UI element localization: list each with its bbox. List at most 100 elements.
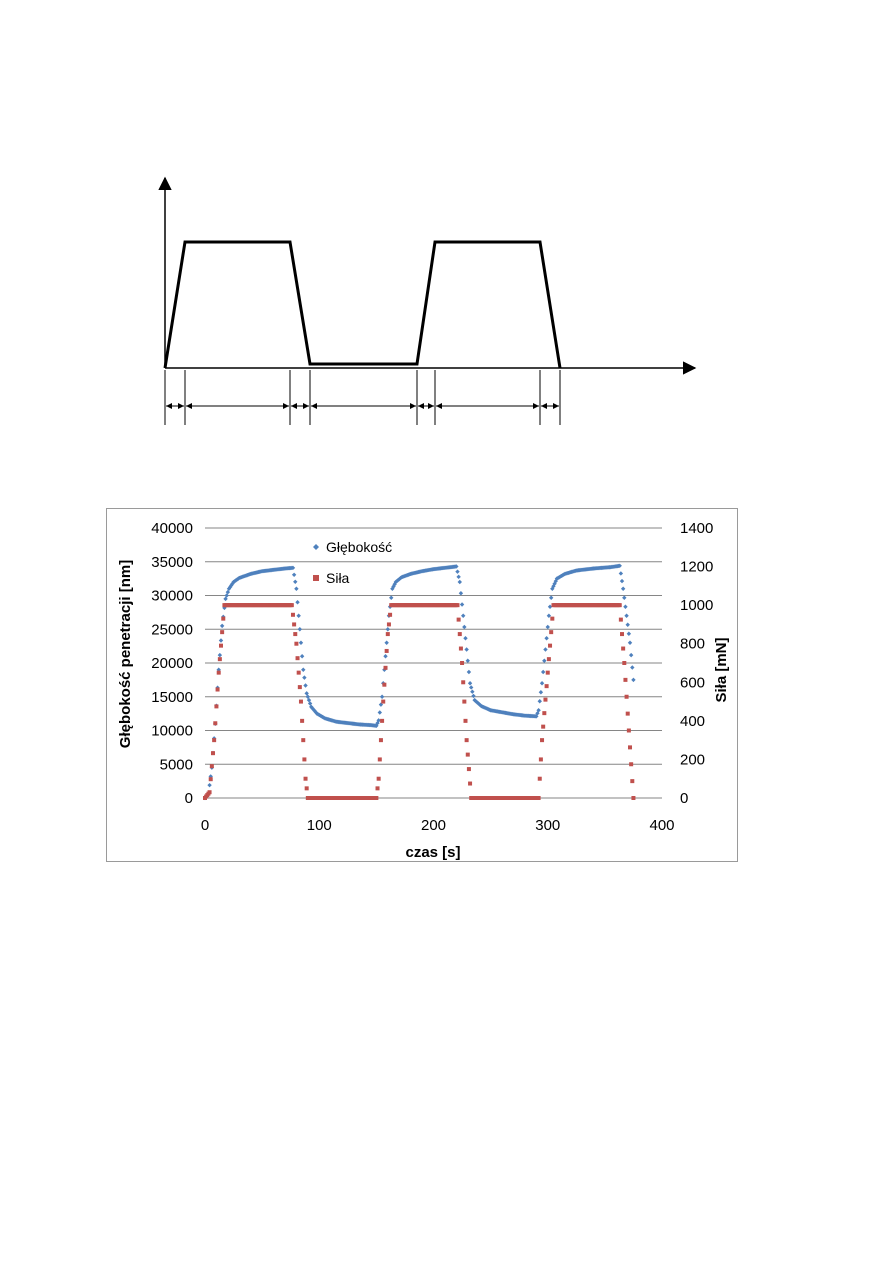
data-point [543, 697, 548, 702]
data-point [220, 630, 225, 635]
legend-entry-sila: Siła [313, 570, 350, 586]
data-point [298, 699, 303, 704]
data-point [309, 704, 314, 710]
data-point [624, 613, 629, 618]
data-point [460, 661, 465, 665]
data-point [302, 675, 307, 680]
data-point [376, 718, 381, 723]
data-point [224, 593, 229, 598]
data-point [618, 617, 623, 622]
data-point [623, 604, 628, 609]
data-point [298, 640, 304, 645]
data-point [549, 630, 554, 635]
data-point [296, 613, 301, 618]
data-point [461, 680, 466, 685]
data-point [464, 647, 469, 652]
data-point [466, 767, 471, 772]
data-point [305, 694, 311, 699]
data-point [297, 627, 303, 632]
x-tick-label: 300 [535, 817, 560, 834]
data-point [223, 596, 228, 602]
y-right-tick-label: 400 [680, 713, 705, 730]
data-point [468, 781, 473, 786]
x-tick-label: 100 [307, 817, 332, 834]
data-point [290, 612, 295, 617]
data-point [550, 616, 555, 621]
data-point [456, 574, 461, 580]
data-point [386, 622, 391, 627]
data-point [296, 670, 301, 675]
data-point [216, 670, 221, 675]
data-point [226, 586, 232, 591]
data-point [294, 641, 299, 646]
data-point [619, 578, 625, 584]
y-left-tick-label: 30000 [151, 588, 193, 605]
data-point [465, 752, 470, 757]
data-point [630, 665, 635, 670]
schematic-load-profile [163, 240, 562, 369]
data-point [376, 776, 381, 781]
y-right-axis-title: Siła [mN] [713, 637, 730, 702]
data-point [377, 710, 383, 715]
data-point [471, 693, 476, 699]
series-glebokosc [202, 563, 636, 801]
data-point [304, 691, 309, 696]
data-point [384, 640, 389, 645]
data-point [625, 622, 630, 627]
data-point [462, 624, 467, 630]
data-point [378, 738, 383, 743]
data-point [384, 648, 389, 653]
data-point [212, 738, 217, 743]
data-point [628, 652, 634, 658]
y-right-tick-label: 200 [680, 751, 705, 768]
data-point [303, 683, 308, 688]
data-point [294, 586, 299, 591]
data-point [466, 669, 472, 675]
data-point [464, 738, 469, 743]
data-point [463, 636, 468, 641]
data-point [383, 654, 388, 659]
data-point [293, 632, 298, 637]
y-left-tick-label: 0 [185, 790, 193, 807]
y-left-tick-label: 40000 [151, 520, 193, 537]
data-point [542, 658, 547, 663]
data-point [465, 658, 470, 663]
y-right-tick-label: 0 [680, 790, 688, 807]
data-point [222, 605, 227, 611]
data-point [215, 687, 220, 692]
data-point [621, 646, 626, 651]
data-point [550, 586, 555, 591]
data-point [540, 738, 545, 743]
data-point [463, 718, 468, 723]
data-point [457, 579, 462, 585]
data-point [208, 777, 213, 782]
data-point [625, 711, 630, 716]
data-point [627, 640, 633, 645]
x-axis-title: czas [s] [405, 844, 460, 861]
data-point [629, 762, 634, 767]
data-point [547, 604, 553, 609]
data-point [295, 600, 300, 605]
data-point [458, 591, 464, 596]
data-point [390, 586, 395, 591]
data-point [210, 751, 215, 756]
data-point [380, 718, 385, 723]
load-profile-schematic [158, 176, 697, 425]
y-left-tick-label: 15000 [151, 689, 193, 706]
x-tick-label: 200 [421, 817, 446, 834]
data-point [385, 627, 390, 632]
data-point [392, 582, 397, 587]
data-point [551, 584, 556, 589]
y-right-tick-labels: 0 200 400 600 800 1000 1200 1400 [680, 520, 713, 807]
data-point [622, 661, 627, 665]
data-point [292, 622, 297, 627]
data-point [217, 652, 223, 658]
data-point [459, 602, 465, 607]
x-tick-label: 0 [201, 817, 209, 834]
data-point [293, 579, 298, 584]
data-point [213, 721, 218, 726]
data-point [537, 699, 542, 704]
data-point [552, 581, 557, 586]
data-point [375, 786, 380, 791]
data-point [617, 563, 622, 568]
